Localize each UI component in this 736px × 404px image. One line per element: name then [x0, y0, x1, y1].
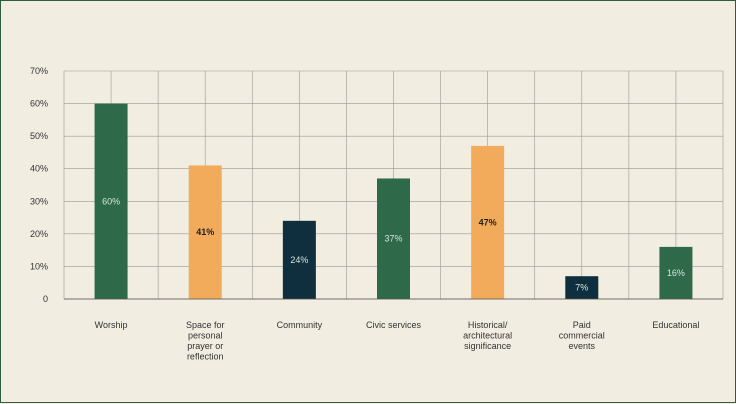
y-tick-label: 20%: [30, 229, 48, 239]
category-label: Space for personal prayer or reflection: [186, 320, 225, 362]
category-label: Historical/architectural significance: [463, 320, 512, 351]
y-tick-label: 10%: [30, 261, 48, 271]
y-tick-label: 70%: [30, 66, 48, 76]
bar: [282, 220, 316, 299]
data-label: 47%: [479, 217, 497, 227]
category-label: Community: [277, 320, 323, 330]
category-label: Worship: [95, 320, 128, 330]
bar: [94, 103, 128, 299]
bar: [565, 276, 599, 299]
data-label: 37%: [384, 234, 402, 244]
y-tick-label: 40%: [30, 164, 48, 174]
data-label: 7%: [575, 283, 588, 293]
y-tick-label: 60%: [30, 99, 48, 109]
data-label: 24%: [290, 255, 308, 265]
data-label: 16%: [667, 268, 685, 278]
y-tick-label: 30%: [30, 196, 48, 206]
bar: [471, 145, 505, 299]
category-label: Educational: [652, 320, 699, 330]
category-label: Paid commercial events: [559, 320, 605, 351]
bar: [188, 165, 222, 299]
bar: [377, 178, 410, 299]
data-label: 60%: [102, 196, 120, 206]
y-tick-label: 50%: [30, 131, 48, 141]
y-tick-label: 0: [43, 294, 48, 304]
category-label: Civic services: [366, 320, 422, 330]
bar: [659, 246, 693, 299]
data-label: 41%: [196, 227, 214, 237]
